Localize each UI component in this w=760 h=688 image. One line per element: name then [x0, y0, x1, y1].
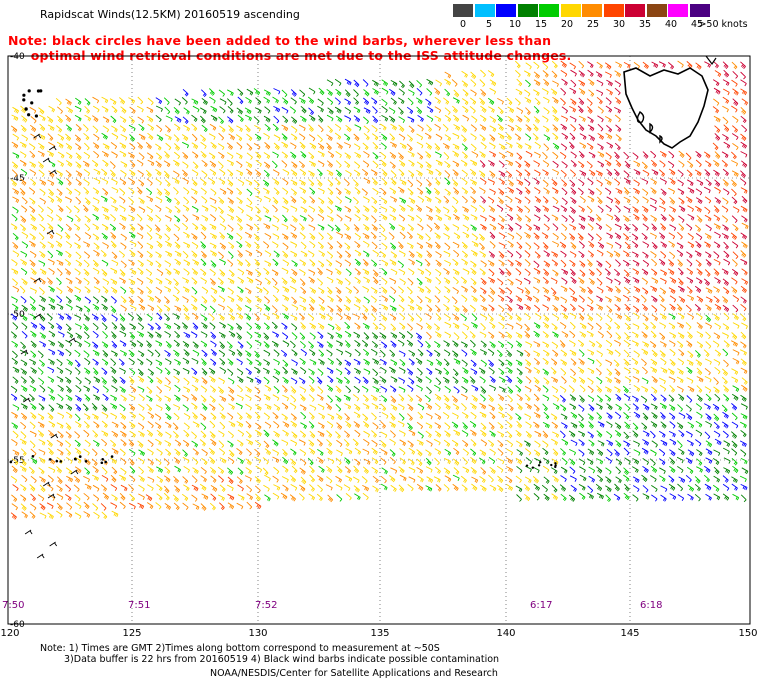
quality-flag-dot: [9, 460, 13, 464]
colorbar-label: 20: [560, 19, 574, 30]
lat-label: -60: [10, 620, 25, 630]
colorbar-label: 0: [459, 19, 467, 30]
map-title: Rapidscat Winds(12.5KM) 20160519 ascendi…: [40, 8, 300, 21]
lon-label-145: 145: [620, 628, 640, 639]
quality-flag-dot: [550, 463, 553, 467]
lon-label-140: 140: [496, 628, 516, 639]
contaminated-barb: [49, 541, 58, 547]
colorbar-label: 10: [508, 19, 522, 30]
footer-line-2: 3)Data buffer is 22 hrs from 20160519 4)…: [64, 654, 500, 665]
quality-flag-dot: [539, 460, 542, 464]
contaminated-barb: [42, 481, 51, 487]
contaminated-barb: [33, 133, 42, 139]
time-label-3: 7:52: [255, 600, 278, 611]
colorbar-swatch: [539, 4, 559, 17]
quality-flag-dot: [525, 464, 529, 467]
colorbar-swatch: [625, 4, 645, 17]
colorbar-swatch: [689, 4, 710, 17]
colorbar-label: 40: [664, 19, 678, 30]
contaminated-barb: [23, 397, 31, 403]
contaminated-barb: [42, 157, 51, 163]
colorbar-swatch: [474, 4, 495, 17]
quality-flag-dot: [49, 458, 52, 461]
quality-flag-dot: [24, 107, 28, 111]
quality-flag-dot: [22, 93, 26, 97]
quality-flag-dot: [30, 101, 34, 105]
contaminated-barb: [47, 493, 56, 499]
quality-flag-dot: [36, 89, 41, 93]
contaminated-barb: [46, 229, 55, 235]
note-line-1: Note: black circles have been added to t…: [8, 33, 552, 48]
quality-flag-dot: [59, 460, 63, 463]
quality-flag-dot: [101, 457, 104, 461]
lon-label-150: 150: [738, 628, 758, 639]
quality-flag-dot: [554, 462, 557, 465]
footer-line-1: Note: 1) Times are GMT 2)Times along bot…: [40, 643, 440, 654]
quality-flag-dot: [531, 466, 535, 469]
time-label-1: 7:50: [2, 600, 25, 611]
time-label-5: 6:18: [640, 600, 663, 611]
tasmania-outline: [623, 67, 709, 149]
quality-flag-dot: [84, 459, 88, 463]
colorbar-label: 30: [612, 19, 626, 30]
time-label-4: 6:17: [530, 600, 553, 611]
contaminated-barb: [68, 337, 77, 343]
colorbar-label: 45: [690, 19, 704, 30]
lon-label-135: 135: [370, 628, 390, 639]
quality-flag-dot: [554, 465, 557, 469]
map-frame: [7, 55, 751, 625]
colorbar-swatch: [496, 4, 516, 17]
coastline-fragment: [705, 55, 717, 66]
contaminated-barb: [50, 433, 59, 439]
colorbar-label: >50 knots: [698, 19, 748, 30]
quality-flag-dot: [104, 460, 107, 464]
colorbar-label: 5: [485, 19, 493, 30]
time-label-2: 7:51: [128, 600, 151, 611]
quality-flag-dot: [22, 98, 26, 102]
quality-flag-dot: [31, 455, 35, 458]
quality-flag-dot: [27, 113, 31, 117]
wind-speed-colorbar: 0 5 10 15 20 25 30 35 40 45 >50 knots: [453, 4, 753, 30]
quality-flag-dot: [100, 461, 104, 465]
lon-label-120: 120: [0, 628, 20, 639]
contaminated-barb: [24, 529, 33, 535]
contaminated-barb: [34, 313, 42, 319]
colorbar-swatch: [582, 4, 602, 17]
colorbar-swatch: [603, 4, 624, 17]
colorbar-swatch: [560, 4, 581, 17]
quality-flag-dot: [110, 455, 114, 458]
quality-flag-dot: [78, 455, 82, 458]
lat-label: -40: [10, 52, 25, 62]
quality-flag-dot: [73, 457, 77, 461]
contaminated-barb: [49, 169, 57, 175]
quality-flag-dot: [27, 89, 31, 93]
contaminated-barb: [48, 145, 57, 151]
lon-label-125: 125: [122, 628, 142, 639]
quality-flag-dot: [537, 464, 541, 467]
tasmania-lakes: [636, 110, 663, 144]
colorbar-label: 15: [534, 19, 548, 30]
contaminated-barb: [70, 469, 79, 475]
contaminated-barb: [20, 349, 29, 355]
lat-label: -45: [10, 174, 25, 184]
colorbar-label: 35: [638, 19, 652, 30]
quality-flag-dot: [34, 114, 39, 118]
wind-barbs: [10, 60, 749, 520]
colorbar-label: 25: [586, 19, 600, 30]
footer-line-3: NOAA/NESDIS/Center for Satellite Applica…: [210, 668, 498, 679]
lat-label: -50: [10, 310, 25, 320]
colorbar-swatch: [646, 4, 667, 17]
wind-barb-map: -40 -45 -50 -55 -60: [7, 52, 751, 630]
colorbar-swatch: [517, 4, 538, 17]
contaminated-barb: [36, 553, 45, 559]
lon-label-130: 130: [248, 628, 268, 639]
lat-label: -55: [10, 456, 25, 466]
colorbar-swatch: [453, 4, 473, 17]
contaminated-barb: [33, 277, 42, 283]
quality-flag-dot: [55, 459, 59, 463]
quality-flag-dot: [39, 89, 43, 93]
colorbar-swatch: [668, 4, 688, 17]
